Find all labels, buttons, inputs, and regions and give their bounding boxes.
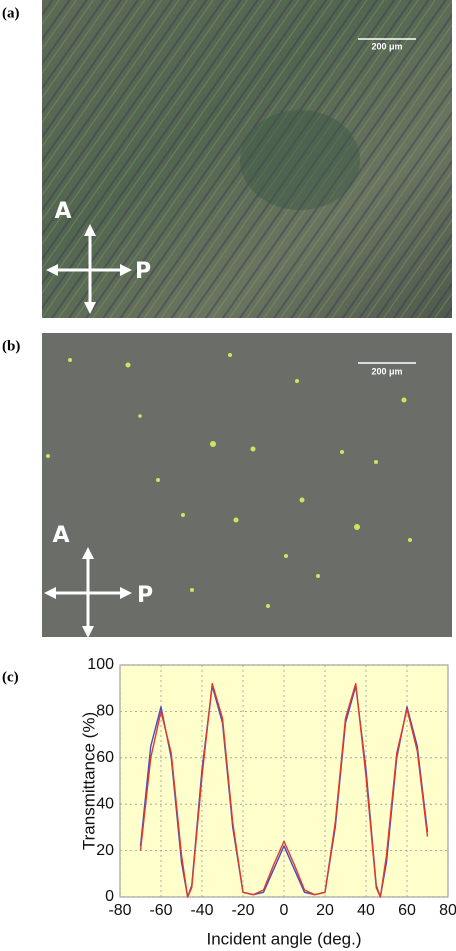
y-axis-label: Transmittance (%) (79, 712, 98, 850)
polarizer-label: P (135, 259, 151, 284)
x-axis-label: Incident angle (deg.) (207, 929, 362, 948)
analyzer-label: A (52, 523, 69, 548)
y-tick-label: 100 (87, 656, 114, 673)
x-tick-label: 20 (316, 902, 334, 919)
micrograph-b: 200 μm A P (42, 333, 452, 638)
y-tick-label: 20 (96, 842, 114, 859)
chart: 0 20 40 60 80 100 -80 -60 -40 -20 0 20 40 60 80 (87, 656, 456, 919)
x-tick-label: -40 (190, 902, 213, 919)
y-tick-label: 60 (96, 749, 114, 766)
x-tick-label: 40 (357, 902, 375, 919)
x-tick-label: 60 (398, 902, 416, 919)
y-tick-label: 40 (96, 795, 114, 812)
x-tick-label: -80 (108, 902, 131, 919)
x-tick-label: 0 (280, 902, 289, 919)
analyzer-label: A (54, 199, 71, 224)
x-tick-label: -20 (231, 902, 254, 919)
x-tick-label: -60 (149, 902, 172, 919)
polarizer-label: P (137, 583, 153, 608)
scale-bar-label: 200 μm (371, 366, 402, 376)
y-tick-label: 0 (105, 888, 114, 905)
panel-label: (a) (2, 5, 20, 21)
panel-label: (b) (2, 338, 20, 354)
x-tick-label: 80 (439, 902, 456, 919)
micrograph-a: 200 μm A P (42, 0, 452, 318)
panel-label: (c) (2, 669, 19, 685)
y-tick-label: 80 (96, 703, 114, 720)
scale-bar-label: 200 μm (371, 41, 402, 51)
data-line (139, 682, 429, 898)
